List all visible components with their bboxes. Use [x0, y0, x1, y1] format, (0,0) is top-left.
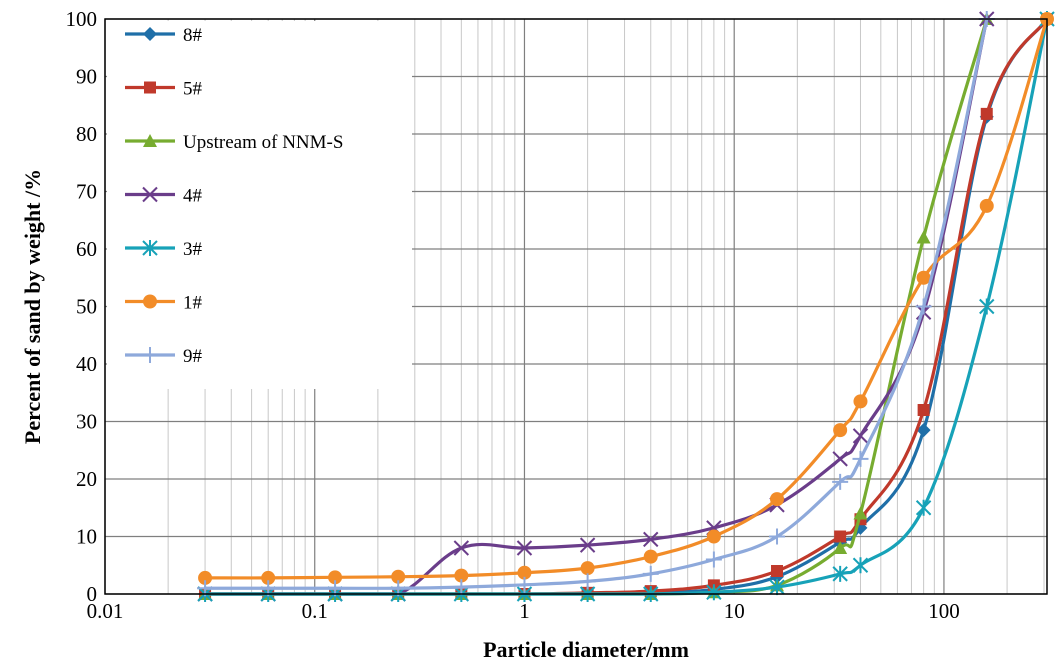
data-point — [643, 531, 659, 548]
legend-item: 5# — [125, 79, 203, 100]
data-point — [916, 270, 931, 285]
y-tick-label: 60 — [76, 237, 97, 261]
data-point — [517, 565, 532, 580]
data-point — [979, 298, 995, 315]
plot-area-frame — [104, 18, 1048, 595]
data-point — [261, 570, 276, 585]
data-point — [769, 579, 785, 596]
y-tick-label: 30 — [76, 410, 97, 434]
data-point — [853, 506, 868, 520]
data-point — [516, 576, 533, 593]
data-point — [915, 499, 932, 516]
data-point — [706, 529, 721, 544]
x-tick-label: 100 — [928, 599, 960, 623]
y-axis-tick-labels: 0 10 20 30 40 50 60 70 80 90 100 — [66, 7, 98, 606]
legend-label: 8# — [183, 25, 203, 46]
data-point — [832, 451, 848, 467]
data-point — [198, 570, 213, 585]
data-point — [143, 134, 157, 147]
y-tick-label: 10 — [76, 525, 97, 549]
data-point — [454, 568, 469, 583]
data-point — [143, 27, 157, 41]
legend-label: 9# — [183, 346, 203, 367]
x-tick-label: 1 — [519, 599, 530, 623]
data-point — [142, 186, 158, 203]
data-point — [770, 492, 785, 507]
data-point — [769, 528, 786, 545]
data-point — [979, 198, 994, 213]
legend-label: 3# — [183, 239, 203, 260]
data-point — [915, 298, 932, 315]
x-axis-tick-labels: 0.01 0.1 1 10 100 — [87, 599, 960, 623]
data-point — [453, 540, 470, 556]
x-tick-label: 0.1 — [302, 599, 328, 623]
data-point — [579, 537, 596, 553]
y-tick-label: 80 — [76, 122, 97, 146]
x-tick-label: 10 — [724, 599, 745, 623]
y-tick-label: 90 — [76, 65, 97, 89]
legend-label: 4# — [183, 186, 203, 207]
y-tick-label: 50 — [76, 295, 97, 319]
data-point — [852, 557, 869, 574]
data-point — [643, 549, 658, 564]
y-tick-label: 100 — [66, 7, 98, 31]
legend-box — [107, 21, 412, 389]
data-point — [852, 428, 869, 444]
legend-label: Upstream of NNM-S — [183, 132, 343, 153]
data-point — [832, 565, 848, 582]
data-point — [916, 423, 931, 438]
data-point — [143, 294, 157, 309]
data-point — [916, 230, 931, 244]
data-point — [706, 584, 722, 601]
data-point — [853, 394, 868, 409]
data-point — [142, 240, 158, 256]
y-tick-label: 0 — [87, 582, 98, 606]
data-point — [832, 473, 849, 490]
legend-item: 9# — [125, 346, 203, 367]
data-point — [516, 540, 533, 556]
data-point — [453, 579, 470, 596]
data-point — [833, 423, 848, 438]
data-point — [144, 81, 156, 94]
data-point — [833, 541, 848, 554]
y-tick-label: 70 — [76, 180, 97, 204]
legend-item: 3# — [125, 239, 203, 260]
series-7 — [197, 11, 995, 597]
data-point — [328, 570, 343, 585]
legend-label: 1# — [183, 293, 203, 314]
x-tick-label: 0.01 — [87, 599, 124, 623]
data-point — [771, 565, 784, 577]
data-point — [391, 569, 406, 584]
legend-item: 1# — [125, 293, 203, 314]
data-point — [580, 561, 595, 576]
data-point — [142, 347, 158, 363]
legend: 8# 5# Upstream of NNM-S 4# 3# 1# 9# — [125, 25, 343, 367]
data-point — [917, 404, 930, 416]
data-point — [852, 450, 869, 467]
data-point — [642, 565, 659, 582]
y-tick-label: 20 — [76, 467, 97, 491]
data-point — [705, 551, 722, 568]
y-tick-label: 40 — [76, 352, 97, 376]
legend-item: 8# — [125, 25, 203, 46]
legend-label: 5# — [183, 79, 203, 100]
x-axis-title: Particle diameter/mm — [483, 637, 689, 662]
data-point — [579, 573, 596, 590]
series-line — [205, 18, 989, 590]
legend-item: Upstream of NNM-S — [125, 132, 343, 153]
legend-item: 4# — [125, 186, 203, 207]
y-axis-title: Percent of sand by weight /% — [20, 169, 45, 444]
data-point — [980, 107, 993, 120]
data-point — [834, 530, 847, 543]
